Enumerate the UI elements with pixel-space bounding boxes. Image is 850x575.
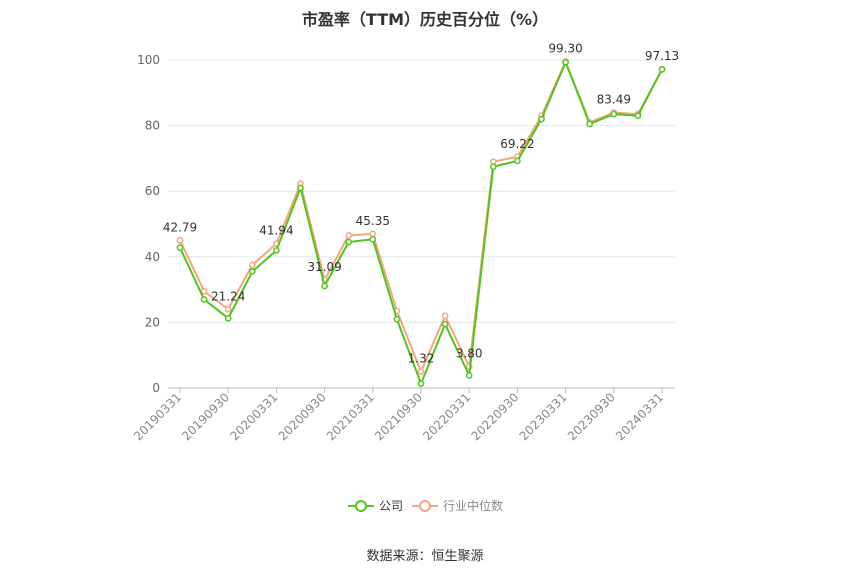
data-point xyxy=(200,287,208,295)
data-point xyxy=(393,315,401,323)
data-point xyxy=(441,320,449,328)
data-point xyxy=(345,238,353,246)
x-tick-label: 20210930 xyxy=(372,390,425,443)
y-tick-label: 20 xyxy=(145,315,160,329)
legend[interactable]: 公司 行业中位数 xyxy=(348,498,503,513)
data-point xyxy=(176,244,184,251)
data-label: 83.49 xyxy=(597,92,631,106)
series xyxy=(176,58,666,388)
data-point xyxy=(273,247,280,254)
data-point xyxy=(441,312,449,320)
data-label: 45.35 xyxy=(356,214,390,228)
y-tick-label: 60 xyxy=(145,184,160,198)
x-tick-label: 20220930 xyxy=(468,390,521,443)
data-label: 99.30 xyxy=(548,42,582,56)
legend-item-1[interactable]: 行业中位数 xyxy=(412,498,503,513)
data-label: 1.32 xyxy=(408,352,435,366)
y-tick-label: 80 xyxy=(145,119,160,133)
data-source: 数据来源：恒生聚源 xyxy=(366,549,484,564)
x-tick-label: 20200930 xyxy=(276,390,329,443)
axes: 0 20 40 60 80 100 2019033120190930202003312020… xyxy=(131,53,675,443)
series-line-1 xyxy=(179,59,663,375)
legend-item-0[interactable]: 公司 xyxy=(348,499,403,513)
data-point xyxy=(538,115,545,123)
data-point xyxy=(297,184,304,192)
legend-label: 公司 xyxy=(379,499,403,513)
data-point xyxy=(417,368,425,375)
data-label: 21.24 xyxy=(211,289,245,303)
data-label: 97.13 xyxy=(645,49,679,63)
x-tick-label: 20190930 xyxy=(179,390,232,443)
data-labels: 42.79 21.24 41.94 31.09 45.35 1.32 3.80 69.22 99… xyxy=(163,42,679,366)
x-tick-label: 20230930 xyxy=(565,390,618,443)
data-point xyxy=(610,110,618,118)
data-point xyxy=(345,232,353,239)
x-tick-label: 20200331 xyxy=(227,390,280,443)
data-point xyxy=(369,235,377,243)
data-point xyxy=(514,157,521,165)
data-point xyxy=(224,305,232,313)
x-tick-label: 20240331 xyxy=(613,390,666,443)
data-point xyxy=(658,66,666,73)
data-point xyxy=(417,380,425,388)
series-line-0 xyxy=(179,59,663,387)
chart-title: 市盈率（TTM）历史百分位（%） xyxy=(301,10,549,29)
data-point xyxy=(562,58,569,66)
data-point xyxy=(586,120,594,128)
y-tick-label: 40 xyxy=(145,250,160,264)
data-label: 41.94 xyxy=(259,224,293,238)
data-point xyxy=(634,112,642,120)
legend-label: 行业中位数 xyxy=(443,498,503,513)
data-point xyxy=(369,230,377,238)
data-point xyxy=(200,296,208,303)
data-point xyxy=(489,163,497,170)
data-label: 3.80 xyxy=(456,347,483,361)
legend-marker xyxy=(355,500,367,512)
data-point xyxy=(248,261,256,269)
x-tick-label: 20210331 xyxy=(324,390,377,443)
x-tick-label: 20230331 xyxy=(517,390,570,443)
x-tick-label: 20220331 xyxy=(420,390,473,443)
data-point xyxy=(248,268,256,275)
data-point xyxy=(321,282,328,290)
data-point xyxy=(224,314,232,322)
legend-marker xyxy=(419,500,431,512)
data-label: 69.22 xyxy=(500,137,534,151)
data-point xyxy=(176,237,184,244)
y-tick-label: 100 xyxy=(137,53,160,67)
y-tick-label: 0 xyxy=(152,381,160,395)
x-tick-label: 20190331 xyxy=(131,390,184,443)
data-label: 42.79 xyxy=(163,220,197,234)
data-label: 31.09 xyxy=(307,260,341,274)
data-point xyxy=(465,372,473,379)
